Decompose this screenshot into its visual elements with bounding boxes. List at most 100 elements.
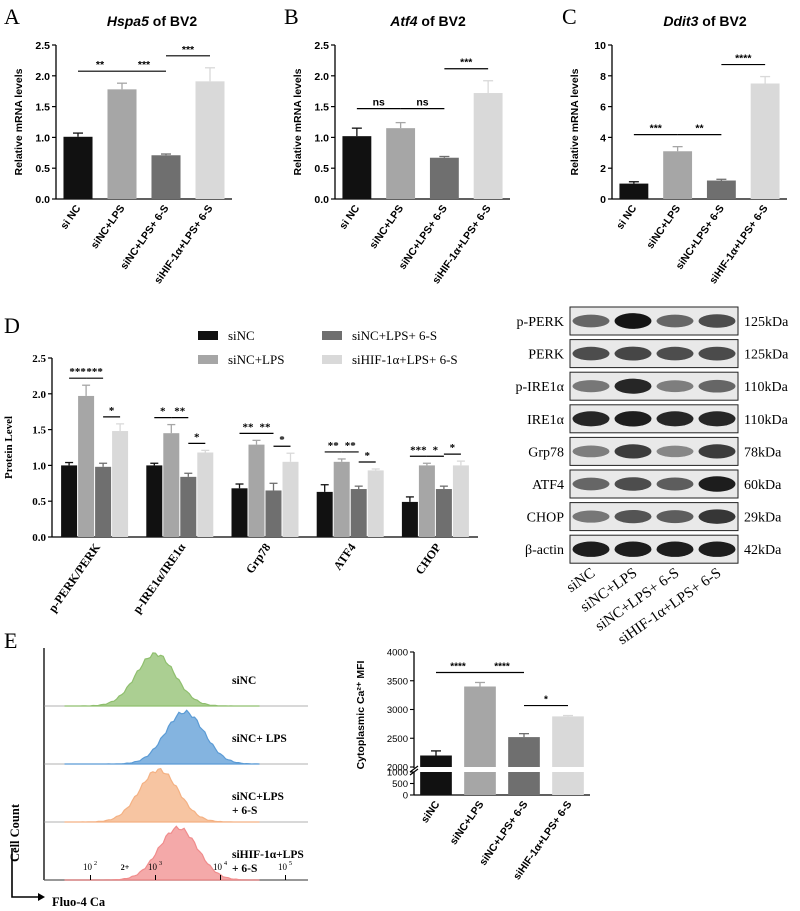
blot-band [614, 378, 652, 394]
chart-e-bar-lower [420, 772, 452, 795]
chart-e-y-axis-title: Cytoplasmic Ca²⁺ MFI [355, 661, 367, 770]
blot-band [614, 509, 652, 524]
chart-d-bar [112, 431, 129, 537]
chart-e-ytick-label: 3500 [387, 676, 408, 687]
blot-band [656, 445, 694, 458]
blot-band [614, 411, 652, 427]
panel-letter-e: E [4, 628, 17, 653]
chart-d-bar [401, 501, 418, 537]
chart-d-significance-label: *** [410, 444, 427, 456]
blot-kda-label: 60kDa [744, 478, 782, 493]
chart-b-y-axis-title: Relative mRNA levels [292, 68, 304, 175]
flow-histograms: siNC siNC+ LPS siNC+LPS + 6-S siHIF-1α+LPS + … [8, 648, 308, 909]
chart-c-bar [619, 183, 649, 199]
chart-b-ytick-label: 1.5 [314, 102, 329, 114]
chart-e-significance-label: **** [494, 661, 510, 672]
blot-protein-label: IRE1α [527, 413, 565, 428]
chart-e-significance-label: * [544, 695, 548, 706]
chart-d-category-label: ATF4 [330, 541, 358, 573]
blot-protein-label: PERK [528, 348, 564, 363]
chart-e-ytick-label: 500 [392, 779, 408, 790]
blot-kda-label: 125kDa [744, 348, 789, 363]
blot-protein-label: ATF4 [532, 478, 564, 493]
chart-d-significance-label: * [194, 431, 200, 443]
chart-a-bar [63, 136, 93, 199]
chart-ddit3: 0 2 4 6 8 10 Relative mRNA levels si NC siNC+LPS… [569, 40, 787, 286]
chart-c-category-label: siNC+LPS [644, 203, 683, 251]
chart-e-bar [552, 716, 584, 767]
chart-d-bar [282, 461, 299, 537]
chart-c-bar [706, 180, 736, 199]
flow-histogram [64, 767, 260, 823]
chart-a-ytick-label: 0.0 [35, 194, 50, 206]
chart-c-ytick-label: 2 [600, 163, 606, 175]
chart-d-significance-label: * [433, 444, 439, 456]
blot-band [656, 346, 694, 361]
chart-d-category-label: Grp78 [243, 541, 274, 576]
chart-c-ytick-label: 10 [594, 40, 606, 52]
flow-histogram [64, 709, 260, 765]
flow-xtick-label: 10 [148, 862, 158, 872]
blot-band [572, 477, 610, 491]
chart-e-axis-break-mark [409, 765, 419, 773]
chart-e-ytick-label: 0 [403, 791, 408, 802]
blot-band [614, 444, 652, 459]
blot-band [572, 380, 610, 393]
chart-e-bar [508, 737, 540, 767]
blot-band [698, 541, 736, 557]
chart-b-significance-label: ns [373, 97, 385, 109]
chart-c-significance-label: **** [735, 53, 752, 65]
blot-kda-label: 42kDa [744, 543, 782, 558]
flow-x-axis-title: Fluo-4 Ca [52, 895, 106, 909]
blot-protein-label: Grp78 [528, 445, 564, 460]
chart-d-significance-label: ** [174, 406, 186, 418]
blot-band [656, 477, 694, 491]
flow-x-label-superscript: 2+ [121, 863, 130, 872]
chart-b-bar [473, 93, 503, 199]
chart-a-y-axis-title: Relative mRNA levels [13, 68, 25, 175]
chart-d-significance-label: *** [69, 366, 86, 378]
chart-d-legend-label: siNC [228, 328, 255, 343]
blot-protein-label: CHOP [527, 511, 565, 526]
chart-c-ytick-label: 6 [600, 102, 606, 114]
flow-xtick-exponent: 4 [224, 860, 228, 867]
blot-protein-label: p-PERK [517, 315, 564, 330]
chart-c-ytick-label: 4 [600, 132, 606, 144]
flow-xtick-label: 10 [278, 862, 288, 872]
chart-c-ytick-label: 0 [600, 194, 606, 206]
panel-b-title: Atf4 of BV2 [389, 13, 466, 29]
flow-track-label: siNC+ LPS [232, 733, 287, 745]
chart-d-bar [333, 461, 350, 537]
flow-histogram [64, 652, 260, 707]
chart-c-bar [750, 83, 780, 199]
chart-e-significance-label: **** [450, 661, 466, 672]
chart-d-category-label: p-IRE1α/IRE1α [130, 540, 189, 616]
chart-d-bar [146, 465, 163, 537]
blot-band [656, 541, 694, 557]
chart-e-ytick-label: 1000 [387, 768, 408, 779]
blot-kda-label: 29kDa [744, 511, 782, 526]
chart-a-bar [195, 81, 225, 199]
chart-e-bar-lower [552, 772, 584, 795]
chart-hspa5: 0.0 0.5 1.0 1.5 2.0 2.5 Relative mRNA levels si… [13, 40, 232, 286]
flow-xtick-label: 10 [83, 862, 93, 872]
chart-d-significance-label: * [109, 405, 115, 417]
flow-axis-arrow [11, 848, 38, 898]
chart-b-ytick-label: 0.5 [314, 163, 329, 175]
chart-d-legend: siNC siNC+LPS siNC+LPS+ 6-S siHIF-1α+LPS+ 6… [198, 328, 458, 367]
chart-a-ytick-label: 1.5 [35, 102, 50, 114]
chart-b-significance-label: ns [416, 97, 428, 109]
chart-d-y-axis-title: Protein Level [3, 416, 15, 479]
chart-b-ytick-label: 2.0 [314, 71, 329, 83]
blot-kda-label: 110kDa [744, 413, 789, 428]
chart-a-bar [151, 155, 181, 199]
blot-band [698, 444, 736, 459]
chart-d-bar [350, 489, 367, 537]
chart-c-y-axis-title: Relative mRNA levels [569, 68, 581, 175]
chart-d-ytick-label: 2.0 [32, 389, 46, 401]
chart-d-significance-label: ** [328, 440, 340, 452]
chart-a-significance-label: *** [182, 44, 195, 56]
chart-d-bar [265, 490, 282, 537]
